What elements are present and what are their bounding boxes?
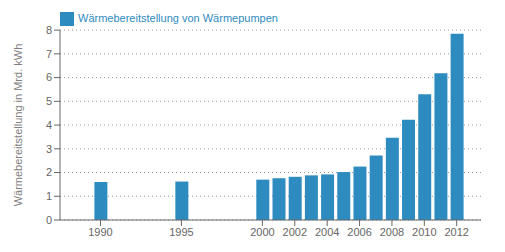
svg-text:1: 1 bbox=[46, 190, 52, 202]
svg-text:0: 0 bbox=[46, 214, 52, 226]
svg-text:2: 2 bbox=[46, 166, 52, 178]
svg-text:3: 3 bbox=[46, 143, 52, 155]
svg-text:4: 4 bbox=[46, 119, 52, 131]
svg-text:Wärmebereitstellung in Mrd. kW: Wärmebereitstellung in Mrd. kWh bbox=[12, 44, 24, 207]
svg-text:2006: 2006 bbox=[347, 226, 371, 238]
svg-text:2004: 2004 bbox=[315, 226, 339, 238]
svg-text:1995: 1995 bbox=[169, 226, 193, 238]
svg-text:2012: 2012 bbox=[444, 226, 468, 238]
svg-text:1990: 1990 bbox=[88, 226, 112, 238]
svg-text:7: 7 bbox=[46, 48, 52, 60]
svg-text:2002: 2002 bbox=[283, 226, 307, 238]
svg-text:2008: 2008 bbox=[380, 226, 404, 238]
svg-text:2000: 2000 bbox=[250, 226, 274, 238]
html-text:Wärmebereitstellung von Wärmep: Wärmebereitstellung von Wärmepumpen bbox=[78, 12, 278, 24]
svg-text:2010: 2010 bbox=[412, 226, 436, 238]
svg-text:5: 5 bbox=[46, 95, 52, 107]
svg-text:8: 8 bbox=[46, 24, 52, 36]
svg-text:6: 6 bbox=[46, 71, 52, 83]
